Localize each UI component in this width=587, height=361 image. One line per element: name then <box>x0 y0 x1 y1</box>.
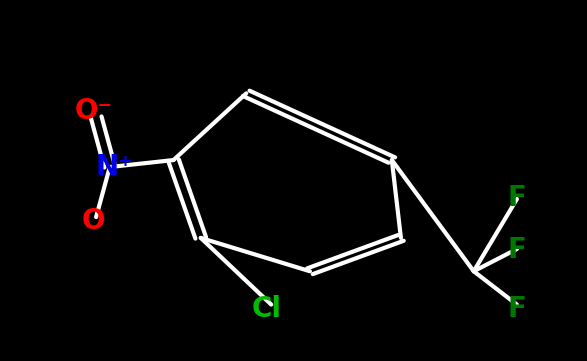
Text: F: F <box>508 295 527 323</box>
Text: O: O <box>82 207 106 235</box>
Text: Cl: Cl <box>252 295 282 323</box>
Text: F: F <box>508 236 527 264</box>
Text: N⁺: N⁺ <box>96 153 133 181</box>
Text: O⁻: O⁻ <box>75 97 113 125</box>
Text: F: F <box>508 184 527 212</box>
